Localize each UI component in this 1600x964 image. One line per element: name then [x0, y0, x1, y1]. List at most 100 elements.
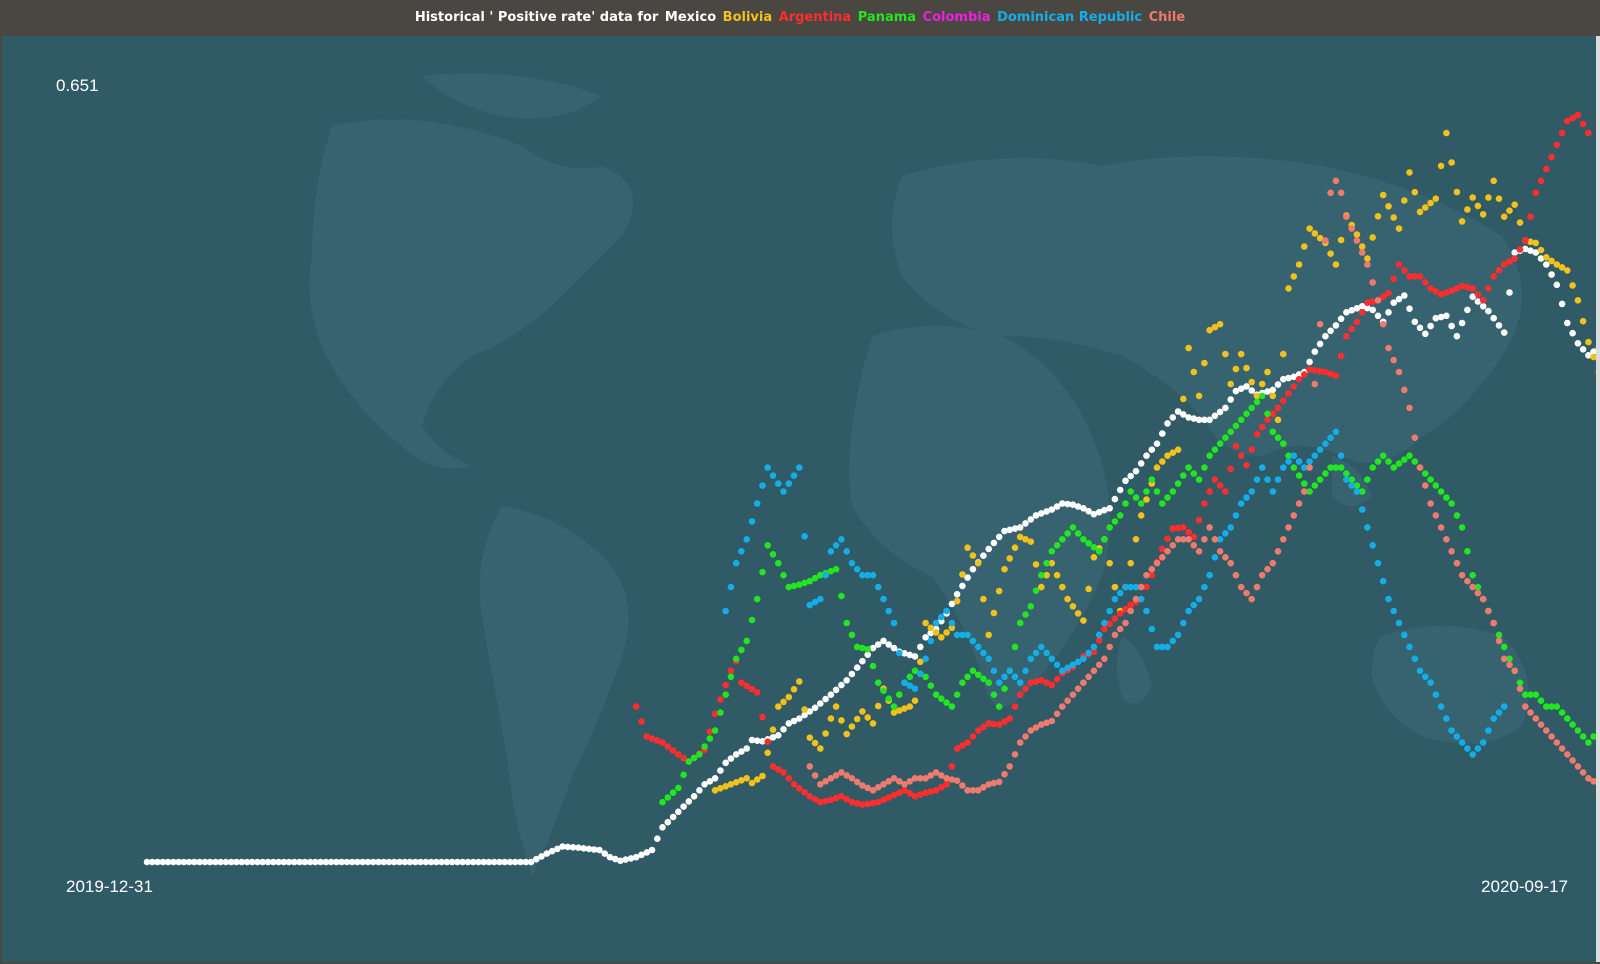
- point-mexico: [1522, 245, 1529, 253]
- point-mexico: [1116, 486, 1124, 494]
- point-panama: [1532, 691, 1540, 698]
- point-bolivia: [1306, 225, 1313, 232]
- point-dominican-republic: [1116, 589, 1124, 597]
- point-chile: [1169, 542, 1177, 549]
- point-dominican-republic: [1069, 661, 1077, 669]
- point-argentina: [1574, 111, 1582, 119]
- point-panama: [1469, 571, 1476, 579]
- point-mexico: [1169, 414, 1177, 421]
- point-bolivia: [943, 629, 950, 636]
- point-panama: [1269, 428, 1277, 436]
- point-argentina: [1558, 129, 1566, 137]
- point-mexico: [306, 858, 314, 866]
- point-dominican-republic: [1427, 679, 1434, 686]
- point-argentina: [938, 784, 945, 791]
- point-bolivia: [743, 775, 750, 782]
- point-dominican-republic: [927, 637, 935, 645]
- point-argentina: [717, 696, 724, 703]
- point-argentina: [1227, 465, 1234, 473]
- point-panama: [738, 646, 745, 654]
- point-chile: [1111, 631, 1119, 639]
- point-bolivia: [995, 587, 1003, 595]
- point-panama: [1432, 482, 1440, 489]
- point-chile: [990, 779, 998, 787]
- point-dominican-republic: [843, 548, 850, 555]
- point-argentina: [1180, 524, 1187, 531]
- point-argentina: [1343, 332, 1350, 340]
- point-panama: [1290, 464, 1298, 471]
- point-argentina: [1201, 500, 1208, 507]
- point-mexico: [511, 858, 519, 866]
- point-bolivia: [1180, 395, 1187, 403]
- point-dominican-republic: [1500, 703, 1508, 710]
- point-dominican-republic: [1458, 739, 1466, 746]
- point-argentina: [1127, 601, 1134, 609]
- point-bolivia: [1500, 213, 1508, 220]
- point-dominican-republic: [1343, 476, 1350, 483]
- point-mexico: [1427, 322, 1434, 330]
- point-mexico: [1027, 516, 1035, 523]
- point-argentina: [959, 742, 966, 749]
- point-mexico: [753, 737, 761, 744]
- point-argentina: [874, 798, 882, 806]
- point-mexico: [1537, 255, 1545, 262]
- point-bolivia: [1374, 213, 1382, 220]
- point-bolivia: [817, 745, 824, 752]
- point-bolivia: [769, 726, 777, 733]
- point-mexico: [1227, 396, 1234, 403]
- point-bolivia: [1153, 464, 1161, 471]
- point-bolivia: [1053, 571, 1061, 579]
- point-bolivia: [1295, 261, 1303, 268]
- point-bolivia: [1258, 380, 1266, 388]
- point-dominican-republic: [1206, 571, 1213, 579]
- point-chile: [859, 782, 866, 789]
- point-mexico: [1558, 300, 1566, 308]
- point-panama: [1379, 452, 1387, 460]
- point-mexico: [217, 858, 224, 866]
- point-panama: [1537, 697, 1545, 704]
- point-argentina: [1369, 298, 1376, 305]
- point-argentina: [1306, 366, 1313, 373]
- point-bolivia: [864, 714, 871, 721]
- point-bolivia: [785, 693, 793, 701]
- point-bolivia: [838, 717, 845, 724]
- point-panama: [1148, 476, 1156, 483]
- point-chile: [1474, 589, 1482, 597]
- point-bolivia: [1464, 206, 1471, 213]
- point-bolivia: [1516, 219, 1524, 226]
- point-argentina: [1216, 482, 1224, 489]
- point-bolivia: [1201, 359, 1208, 367]
- point-bolivia: [1159, 458, 1166, 465]
- point-argentina: [1053, 675, 1061, 683]
- point-dominican-republic: [1148, 625, 1156, 633]
- point-argentina: [1401, 267, 1408, 274]
- point-dominican-republic: [1411, 655, 1419, 663]
- point-mexico: [396, 858, 403, 866]
- point-mexico: [1201, 416, 1208, 424]
- point-mexico: [1511, 249, 1518, 256]
- point-argentina: [1185, 528, 1192, 536]
- point-argentina: [675, 751, 682, 758]
- point-panama: [1227, 428, 1234, 436]
- point-bolivia: [1474, 202, 1482, 210]
- point-mexico: [1495, 322, 1503, 329]
- point-chile: [1248, 595, 1255, 603]
- point-chile: [848, 775, 856, 782]
- point-panama: [1390, 464, 1397, 471]
- point-panama: [1243, 410, 1250, 418]
- point-dominican-republic: [1348, 482, 1355, 489]
- point-dominican-republic: [1195, 595, 1203, 603]
- point-dominican-republic: [1201, 583, 1208, 591]
- point-bolivia: [1106, 559, 1113, 567]
- point-dominican-republic: [974, 643, 982, 651]
- point-argentina: [1585, 129, 1592, 137]
- point-mexico: [380, 858, 388, 866]
- point-mexico: [454, 858, 461, 866]
- point-mexico: [1248, 387, 1255, 394]
- point-bolivia: [1169, 449, 1177, 457]
- point-dominican-republic: [811, 598, 819, 606]
- point-mexico: [1222, 404, 1229, 412]
- point-panama: [759, 568, 766, 576]
- point-chile: [1453, 559, 1461, 567]
- point-bolivia: [748, 779, 756, 787]
